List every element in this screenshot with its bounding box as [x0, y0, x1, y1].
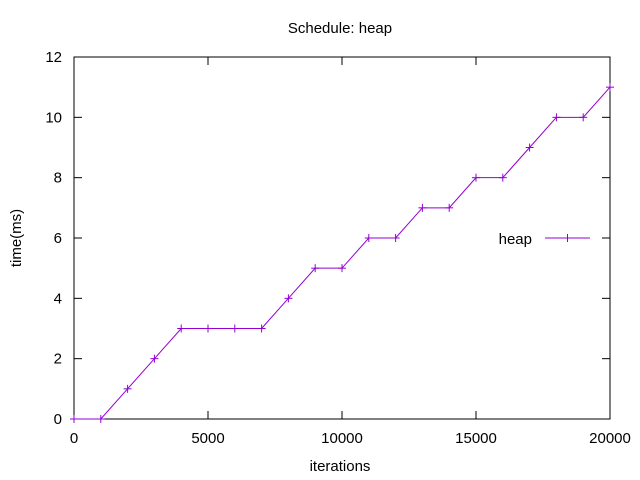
data-point [364, 234, 373, 242]
x-axis: 0 5000 10000 15000 20000 [70, 57, 631, 447]
legend: heap [499, 231, 590, 248]
y-tick-label: 10 [45, 109, 62, 126]
y-tick-label: 6 [54, 230, 62, 247]
data-point [525, 143, 534, 152]
data-point [177, 324, 186, 333]
data-point [418, 203, 427, 212]
data-point [150, 354, 159, 363]
y-tick-label: 2 [54, 351, 62, 368]
x-tick-label: 0 [70, 430, 78, 447]
data-point [472, 173, 480, 182]
y-axis-label: time(ms) [8, 209, 25, 267]
data-point [284, 294, 293, 303]
y-tick-label: 8 [54, 170, 62, 187]
y-axis: 0 2 4 6 8 10 12 [45, 49, 610, 428]
data-point [445, 203, 454, 212]
y-tick-label: 4 [54, 290, 62, 307]
data-point [70, 415, 78, 423]
legend-marker [563, 234, 572, 242]
data-point [204, 324, 212, 333]
data-point [230, 324, 239, 333]
series-line-heap [74, 86, 611, 420]
data-point [391, 234, 400, 242]
series-layer [70, 83, 614, 423]
data-point [579, 113, 588, 122]
data-point [257, 324, 266, 333]
x-tick-label: 5000 [191, 430, 224, 447]
data-point [123, 384, 132, 393]
data-point [552, 113, 561, 122]
x-tick-label: 15000 [455, 430, 497, 447]
legend-label: heap [499, 231, 532, 248]
data-point [338, 264, 346, 273]
data-point [498, 173, 507, 182]
y-tick-label: 0 [54, 411, 62, 428]
data-point [606, 83, 614, 92]
x-tick-label: 20000 [589, 430, 631, 447]
x-tick-label: 10000 [321, 430, 363, 447]
data-point [311, 264, 320, 273]
x-axis-label: iterations [310, 458, 371, 475]
y-tick-label: 12 [45, 49, 62, 66]
data-point [96, 415, 105, 423]
chart-title: Schedule: heap [288, 20, 392, 37]
